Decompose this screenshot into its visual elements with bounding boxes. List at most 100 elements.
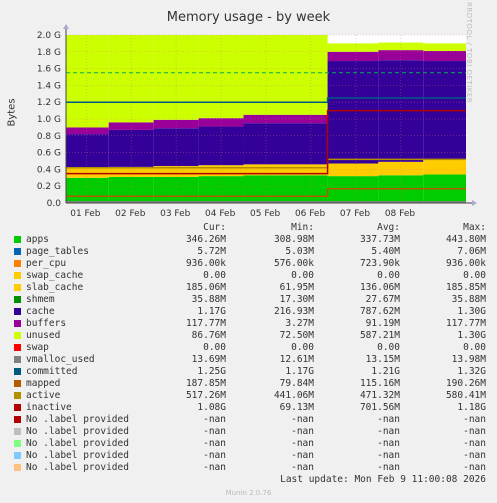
- legend-series-name: apps: [26, 234, 49, 245]
- legend-value-avg: 91.19M: [365, 318, 400, 329]
- legend-swatch: [14, 464, 21, 471]
- legend-swatch: [14, 416, 21, 423]
- legend-series-name: swap_cache: [26, 270, 84, 281]
- legend-value-cur: -nan: [203, 462, 226, 473]
- header-avg: Avg:: [377, 222, 400, 233]
- legend-swatch: [14, 260, 21, 267]
- legend-value-cur: 117.77M: [185, 318, 226, 329]
- legend-value-max: 443.80M: [445, 234, 486, 245]
- legend-row: swap 0.00 0.00 0.00 0.00: [0, 342, 497, 354]
- x-tick-label: 06 Feb: [295, 209, 326, 219]
- legend-swatch: [14, 428, 21, 435]
- legend-value-avg: 0.00: [377, 342, 400, 353]
- legend-row: No .label provided -nan -nan -nan -nan: [0, 462, 497, 474]
- legend-series-name: active: [26, 390, 61, 401]
- area-buffers: [327, 51, 379, 62]
- area-cache: [153, 128, 199, 167]
- area-buffers: [66, 127, 109, 135]
- legend-value-min: 308.98M: [273, 234, 314, 245]
- legend-value-cur: 35.88M: [191, 294, 226, 305]
- area-cache: [243, 123, 328, 165]
- legend-value-cur: 13.69M: [191, 354, 226, 365]
- legend-value-avg: 701.56M: [359, 402, 400, 413]
- line-mapped: [66, 187, 466, 198]
- legend-value-max: 1.18G: [457, 402, 486, 413]
- legend-value-avg: -nan: [377, 438, 400, 449]
- legend-value-max: 1.30G: [457, 330, 486, 341]
- legend-swatch: [14, 452, 21, 459]
- legend-value-cur: 1.25G: [197, 366, 226, 377]
- area-buffers: [153, 119, 199, 129]
- legend-row: inactive 1.08G 69.13M 701.56M 1.18G: [0, 402, 497, 414]
- legend-value-min: 72.50M: [279, 330, 314, 341]
- header-cur: Cur:: [203, 222, 226, 233]
- area-apps: [66, 177, 109, 203]
- legend-swatch: [14, 248, 21, 255]
- legend-swatch: [14, 284, 21, 291]
- area-apps: [108, 176, 154, 203]
- legend-value-min: -nan: [291, 438, 314, 449]
- legend-row: unused 86.76M 72.50M 587.21M 1.30G: [0, 330, 497, 342]
- legend-swatch: [14, 392, 21, 399]
- legend-value-min: 3.27M: [285, 318, 314, 329]
- area-apps: [153, 176, 199, 203]
- legend-value-min: 12.61M: [279, 354, 314, 365]
- x-tick-label: 07 Feb: [340, 209, 371, 219]
- legend-value-min: -nan: [291, 462, 314, 473]
- y-tick-label: 0.0: [47, 199, 62, 209]
- y-tick-label: 0.4 G: [37, 165, 61, 175]
- legend-value-cur: 346.26M: [185, 234, 226, 245]
- chart-title: Memory usage - by week: [166, 10, 331, 25]
- legend-row: shmem 35.88M 17.30M 27.67M 35.88M: [0, 294, 497, 306]
- legend-value-avg: 787.62M: [359, 306, 400, 317]
- legend-value-max: 936.00k: [445, 258, 486, 269]
- legend-value-avg: 587.21M: [359, 330, 400, 341]
- area-unused: [66, 35, 109, 128]
- legend-value-avg: 136.06M: [359, 282, 400, 293]
- x-tick-label: 08 Feb: [385, 209, 416, 219]
- x-tick-label: 05 Feb: [250, 209, 281, 219]
- legend-value-max: 117.77M: [445, 318, 486, 329]
- legend-value-max: 190.26M: [445, 378, 486, 389]
- legend-value-max: 185.85M: [445, 282, 486, 293]
- legend-series-name: No .label provided: [26, 462, 129, 473]
- x-tick-label: 02 Feb: [115, 209, 146, 219]
- legend-value-cur: 936.00k: [185, 258, 226, 269]
- y-tick-label: 1.2 G: [37, 98, 61, 108]
- legend-row: committed 1.25G 1.17G 1.21G 1.32G: [0, 366, 497, 378]
- legend-value-avg: 0.00: [377, 270, 400, 281]
- x-tick-label: 01 Feb: [70, 209, 101, 219]
- area-slab_cache: [153, 166, 199, 177]
- legend-value-min: 69.13M: [279, 402, 314, 413]
- y-tick-label: 1.4 G: [37, 81, 61, 91]
- legend-swatch: [14, 440, 21, 447]
- legend-row: No .label provided -nan -nan -nan -nan: [0, 438, 497, 450]
- legend-series-name: mapped: [26, 378, 61, 389]
- area-cache: [108, 129, 154, 167]
- legend-value-cur: -nan: [203, 414, 226, 425]
- legend-row: No .label provided -nan -nan -nan -nan: [0, 450, 497, 462]
- area-slab_cache: [327, 163, 379, 177]
- legend-series-name: buffers: [26, 318, 67, 329]
- legend-value-cur: 1.17G: [197, 306, 226, 317]
- legend-value-cur: -nan: [203, 438, 226, 449]
- y-tick-label: 0.8 G: [37, 132, 61, 142]
- legend-row: slab_cache 185.06M 61.95M 136.06M 185.85M: [0, 282, 497, 294]
- y-tick-label: 1.0 G: [37, 115, 61, 125]
- area-buffers: [378, 50, 424, 61]
- header-max: Max:: [463, 222, 486, 233]
- legend-value-min: 5.03M: [285, 246, 314, 257]
- area-slab_cache: [66, 167, 109, 178]
- legend-swatch: [14, 368, 21, 375]
- y-tick-label: 1.6 G: [37, 65, 61, 75]
- legend-value-avg: 115.16M: [359, 378, 400, 389]
- legend-series-name: No .label provided: [26, 450, 129, 461]
- area-unused: [108, 35, 154, 123]
- legend-row: cache 1.17G 216.93M 787.62M 1.30G: [0, 306, 497, 318]
- area-buffers: [108, 122, 154, 130]
- area-cache: [327, 61, 379, 164]
- legend-series-name: No .label provided: [26, 414, 129, 425]
- area-slab_cache: [108, 166, 154, 177]
- legend-value-max: -nan: [463, 438, 486, 449]
- legend-value-min: -nan: [291, 450, 314, 461]
